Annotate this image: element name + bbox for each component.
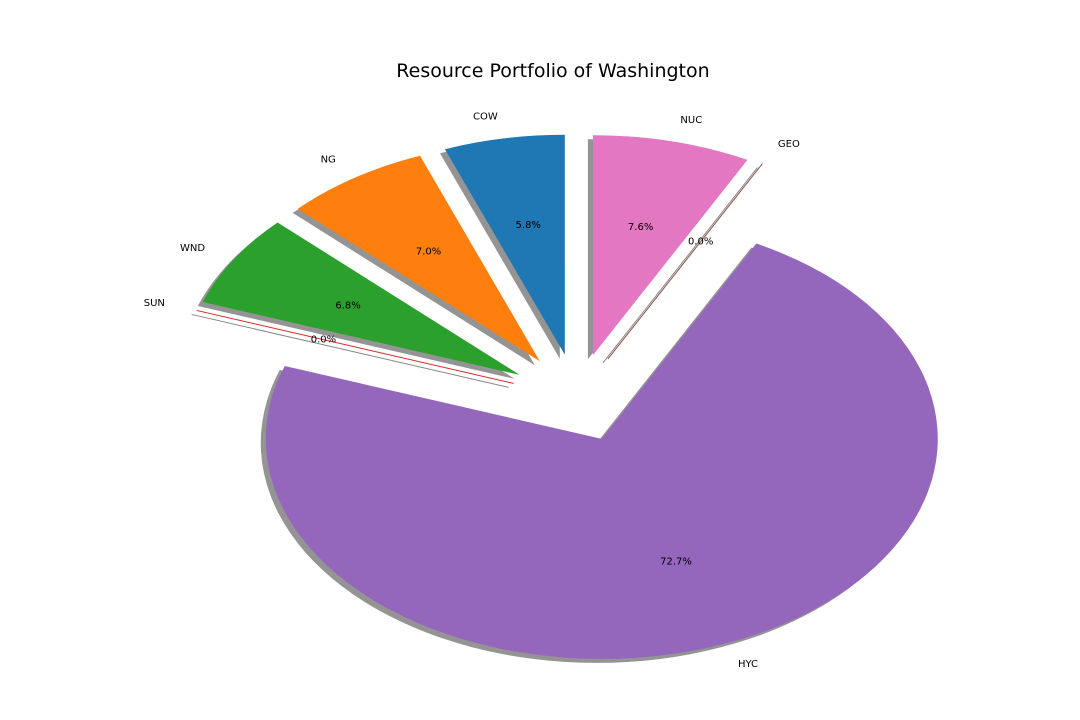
slice-label-hyc: HYC [738, 659, 758, 670]
pct-label-sun: 0.0% [311, 335, 336, 346]
slice-ng [297, 155, 540, 362]
pie-slices [196, 134, 938, 659]
slice-label-cow: COW [473, 112, 498, 123]
pct-label-geo: 0.0% [688, 237, 713, 248]
pct-label-cow: 5.8% [516, 220, 541, 231]
slice-label-nuc: NUC [680, 115, 702, 126]
slice-nuc [592, 135, 748, 356]
slice-label-ng: NG [321, 155, 336, 166]
slice-labels: COW 5.8% NG 7.0% WND 6.8% SUN 0.0% HYC 72.7% GEO 0.… [144, 112, 800, 670]
pct-label-wnd: 6.8% [335, 301, 360, 312]
chart-title: Resource Portfolio of Washington [396, 60, 710, 82]
slice-geo [607, 163, 763, 360]
slice-shadow-geo [602, 167, 758, 364]
pct-label-ng: 7.0% [416, 246, 441, 257]
slice-cow [444, 134, 565, 355]
slice-label-wnd: WND [180, 243, 205, 254]
pct-label-nuc: 7.6% [628, 222, 653, 233]
slice-shadow-sun [191, 313, 509, 388]
slice-hyc [265, 243, 938, 659]
pct-label-hyc: 72.7% [660, 557, 692, 568]
slice-label-geo: GEO [778, 139, 800, 150]
slice-wnd [202, 222, 520, 375]
slice-sun [196, 309, 514, 384]
slice-label-sun: SUN [144, 298, 165, 309]
